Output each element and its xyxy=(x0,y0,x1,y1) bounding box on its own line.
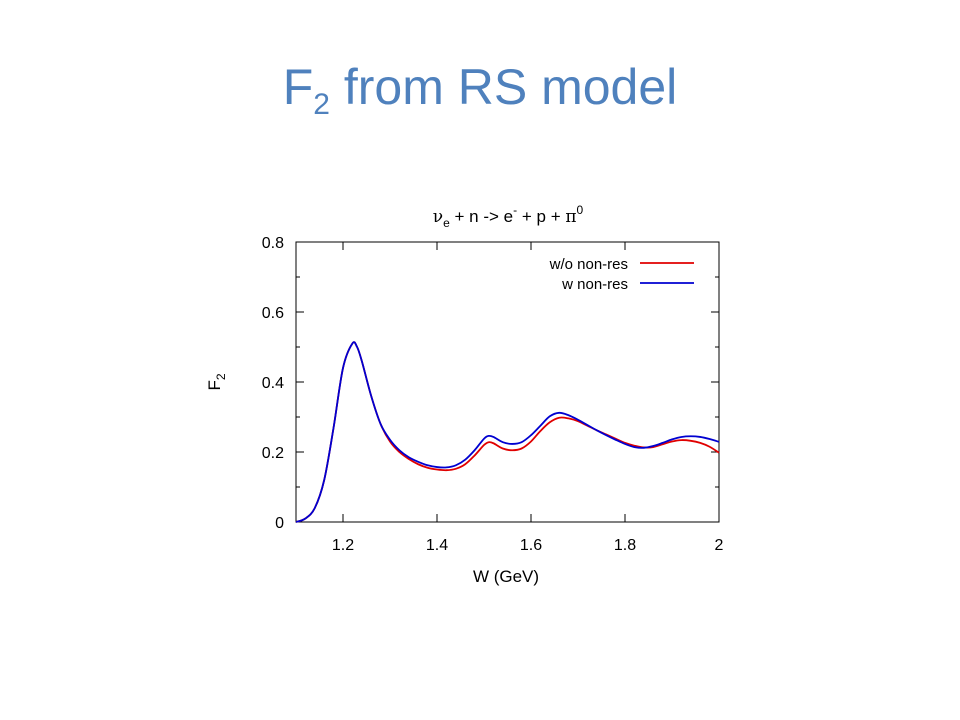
x-tick-label: 1.6 xyxy=(520,537,542,554)
chart-title-part: + n -> e xyxy=(450,207,513,226)
y-axis-label-subscript: 2 xyxy=(214,373,228,380)
legend-label: w non-res xyxy=(561,276,628,293)
x-tick-label: 2 xyxy=(715,537,724,554)
y-tick-label: 0.6 xyxy=(262,305,284,322)
x-tick-label: 1.2 xyxy=(332,537,354,554)
plot-axes xyxy=(295,241,720,523)
plot-frame xyxy=(295,241,720,523)
x-axis-label: W (GeV) xyxy=(473,567,539,586)
slide-title: F2 from RS model xyxy=(0,59,960,122)
chart-title-part: 0 xyxy=(577,203,584,217)
chart-title-part: e xyxy=(443,216,450,230)
y-axis-label-main: F xyxy=(205,380,224,390)
series-line-without-nonres xyxy=(295,341,720,523)
y-axis-label-text: F2 xyxy=(205,373,228,390)
y-tick-label: 0 xyxy=(275,515,284,532)
y-tick-label: 0.8 xyxy=(262,235,284,252)
x-tick-label: 1.4 xyxy=(426,537,448,554)
x-axis-ticks: 1.2 1.4 1.6 1.8 2 xyxy=(332,242,724,554)
x-tick-label: 1.8 xyxy=(614,537,636,554)
chart-title-part: ν xyxy=(433,207,443,227)
chart-title-part: + p + xyxy=(517,207,565,226)
series-line-with-nonres xyxy=(295,341,720,523)
slide-title-rest: from RS model xyxy=(329,59,678,115)
chart-title-part: π xyxy=(565,207,576,227)
slide-title-main: F xyxy=(282,59,314,115)
y-axis-label: F2 xyxy=(205,373,228,390)
slide-title-subscript: 2 xyxy=(313,88,330,121)
plot-series xyxy=(295,341,720,523)
y-tick-label: 0.2 xyxy=(262,445,284,462)
y-axis-ticks: 0 0.2 0.4 0.6 0.8 xyxy=(262,235,719,532)
chart-title: νe + n -> e- + p + π0 xyxy=(433,203,584,230)
legend-label: w/o non-res xyxy=(549,256,628,273)
chart-title-text: νe + n -> e- + p + π0 xyxy=(433,203,584,230)
y-tick-label: 0.4 xyxy=(262,375,284,392)
legend: w/o non-res w non-res xyxy=(549,256,694,293)
chart-title-part: - xyxy=(513,203,517,217)
